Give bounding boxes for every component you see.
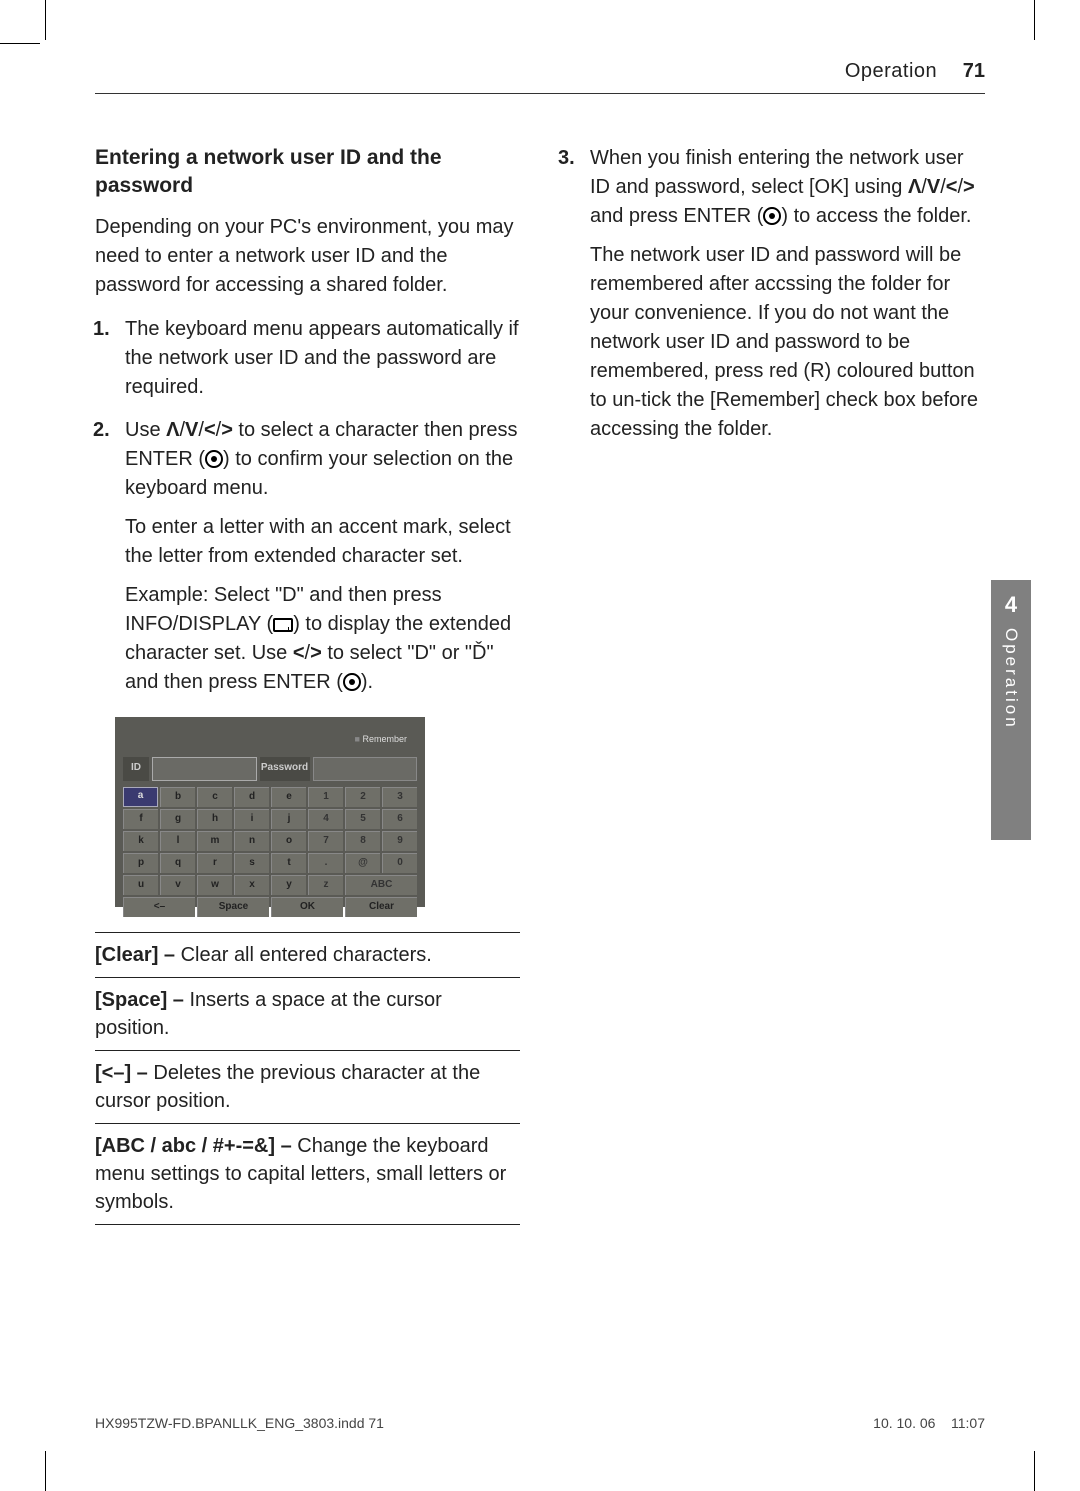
keyboard-screenshot: Remember ID Password abcde123 fghij456 klm… [115,717,425,907]
intro-paragraph: Depending on your PC's environment, you … [95,213,520,300]
keyboard-key: x [234,875,269,895]
keyboard-key: <– [123,897,195,917]
keyboard-key: h [197,809,232,829]
keyboard-key: 7 [308,831,343,851]
keyboard-key: 5 [345,809,380,829]
footer-timestamp: 10. 10. 06 11:07 [873,1415,985,1431]
keyboard-key: j [271,809,306,829]
keyboard-key: s [234,853,269,873]
keyboard-key: 6 [382,809,417,829]
chapter-label: Operation [1001,628,1021,730]
keyboard-key: t [271,853,306,873]
keyboard-key: . [308,853,343,873]
command-table: [Clear] – Clear all entered characters. … [95,932,520,1225]
step-1: 1. The keyboard menu appears automatical… [115,315,520,402]
table-row: [Space] – Inserts a space at the cursor … [95,977,520,1050]
table-row: [Clear] – Clear all entered characters. [95,932,520,977]
keyboard-key: 0 [382,853,417,873]
step-text: To enter a letter with an accent mark, s… [125,513,520,571]
keyboard-key: ABC [345,875,417,895]
keyboard-key: m [197,831,232,851]
steps-list-left: 1. The keyboard menu appears automatical… [115,315,520,697]
step-text: When you finish entering the network use… [590,144,985,231]
keyboard-key: u [123,875,158,895]
keyboard-key: n [234,831,269,851]
keyboard-key: Clear [345,897,417,917]
keyboard-key: p [123,853,158,873]
keyboard-key: y [271,875,306,895]
keyboard-key: Space [197,897,269,917]
keyboard-key: z [308,875,343,895]
keyboard-key: 3 [382,787,417,807]
keyboard-key: b [160,787,195,807]
step-number: 1. [93,315,110,344]
enter-icon [205,450,223,468]
remember-checkbox-label: Remember [123,733,417,746]
keyboard-key: r [197,853,232,873]
keyboard-key: c [197,787,232,807]
keyboard-key: g [160,809,195,829]
enter-icon [763,207,781,225]
password-field [313,757,418,781]
keyboard-key: OK [271,897,343,917]
keyboard-key: e [271,787,306,807]
step-text: Use Λ/V/</> to select a character then p… [125,416,520,503]
keyboard-key: f [123,809,158,829]
step-3: 3. When you finish entering the network … [580,144,985,444]
keyboard-key: 8 [345,831,380,851]
keyboard-key: w [197,875,232,895]
keyboard-key: a [123,787,158,807]
keyboard-key: o [271,831,306,851]
keyboard-key: i [234,809,269,829]
chapter-side-tab: 4 Operation [991,580,1031,840]
chapter-number: 4 [991,580,1031,628]
page-header: Operation 71 [95,60,985,94]
keyboard-key: k [123,831,158,851]
id-label: ID [123,757,149,781]
keyboard-key: @ [345,853,380,873]
table-row: [<–] – Deletes the previous character at… [95,1050,520,1123]
page-footer: HX995TZW-FD.BPANLLK_ENG_3803.indd 71 10.… [95,1415,985,1431]
keyboard-key: 2 [345,787,380,807]
header-section: Operation [845,60,937,82]
display-icon [273,618,293,632]
footer-filename: HX995TZW-FD.BPANLLK_ENG_3803.indd 71 [95,1415,384,1431]
steps-list-right: 3. When you finish entering the network … [580,144,985,444]
step-2: 2. Use Λ/V/</> to select a character the… [115,416,520,697]
enter-icon [343,673,361,691]
step-text: Example: Select "D" and then press INFO/… [125,581,520,697]
password-label: Password [260,757,310,781]
keyboard-key: l [160,831,195,851]
keyboard-key: 4 [308,809,343,829]
keyboard-key: v [160,875,195,895]
step-text: The network user ID and password will be… [590,241,985,444]
step-text: The keyboard menu appears automatically … [125,315,520,402]
subsection-title: Entering a network user ID and the passw… [95,144,520,201]
left-column: Entering a network user ID and the passw… [95,144,520,1225]
keyboard-grid: abcde123 fghij456 klmno789 pqrst.@0 uvwxyzAB… [123,787,417,917]
keyboard-key: d [234,787,269,807]
keyboard-key: 1 [308,787,343,807]
step-number: 3. [558,144,575,173]
header-page-number: 71 [963,60,985,82]
id-field [152,757,257,781]
keyboard-key: 9 [382,831,417,851]
step-number: 2. [93,416,110,445]
keyboard-key: q [160,853,195,873]
table-row: [ABC / abc / #+-=&] – Change the keyboar… [95,1123,520,1225]
right-column: 3. When you finish entering the network … [560,144,985,1225]
